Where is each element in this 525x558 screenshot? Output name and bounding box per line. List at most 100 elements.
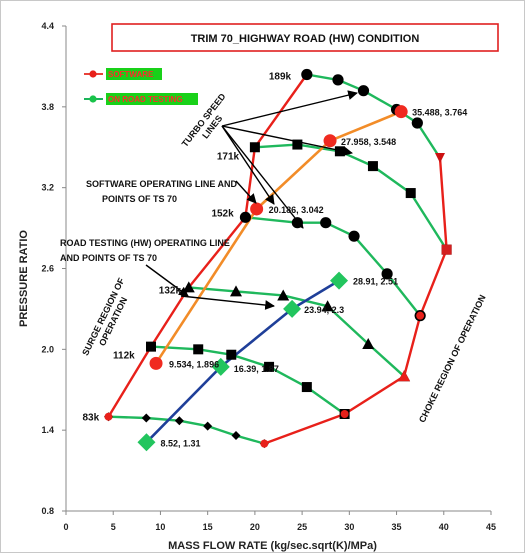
speed-label-171k: 171k xyxy=(217,151,240,162)
x-tick-label: 0 xyxy=(63,522,68,532)
boundary-marker xyxy=(441,244,452,255)
data-label: 20.186, 3.042 xyxy=(269,205,324,215)
marker-189k xyxy=(301,68,313,81)
arrow-road-line xyxy=(145,264,189,297)
marker-112k xyxy=(226,349,237,360)
road-testing-point xyxy=(137,433,156,452)
arrow-turbo-speed xyxy=(221,125,304,229)
road-testing-point xyxy=(283,299,302,318)
y-axis-title: PRESSURE RATIO xyxy=(18,230,30,327)
y-tick-label: 0.8 xyxy=(41,506,54,516)
marker-171k xyxy=(367,161,378,172)
y-tick-label: 1.4 xyxy=(41,425,54,435)
data-label: 9.534, 1.896 xyxy=(169,359,219,369)
boundary-marker xyxy=(340,410,349,418)
marker-189k xyxy=(332,74,344,86)
road-testing-point xyxy=(211,357,230,376)
marker-152k xyxy=(320,217,332,229)
chart-title: TRIM 70_HIGHWAY ROAD (HW) CONDITION xyxy=(191,33,420,45)
x-tick-label: 25 xyxy=(297,522,307,532)
software-point xyxy=(323,134,337,148)
x-tick-label: 10 xyxy=(155,522,165,532)
plot-markers xyxy=(104,68,452,452)
annotation-road-line-1: ROAD TESTING (HW) OPERATING LINE xyxy=(60,238,230,248)
software-point xyxy=(250,202,264,216)
data-label: 27.958, 3.548 xyxy=(341,137,396,147)
y-tick-label: 3.2 xyxy=(41,183,54,193)
series-line-road-testing xyxy=(145,279,341,444)
arrow-turbo-speed xyxy=(221,125,275,205)
boundary-marker xyxy=(416,311,425,320)
data-label: 35.488, 3.764 xyxy=(412,108,467,118)
marker-152k xyxy=(381,268,393,280)
legend-box xyxy=(106,68,162,80)
boundary-marker xyxy=(104,412,113,421)
x-tick-label: 30 xyxy=(344,522,354,532)
legend-label: ON ROAD TESTING xyxy=(108,95,183,104)
boundary-marker xyxy=(260,439,269,448)
y-tick-label: 4.4 xyxy=(41,21,54,31)
x-tick-label: 20 xyxy=(250,522,260,532)
marker-132k xyxy=(230,285,242,297)
x-tick-label: 5 xyxy=(111,522,116,532)
marker-171k xyxy=(249,142,260,153)
marker-112k xyxy=(146,341,156,352)
marker-83k xyxy=(231,431,241,441)
arrow-turbo-speed xyxy=(221,90,358,127)
boundary-marker xyxy=(398,370,411,382)
arrow-road-line xyxy=(180,295,275,310)
title-box xyxy=(111,23,499,52)
marker-112k xyxy=(193,344,204,355)
axes: 0 5 10 15 20 25 30 35 40 45 0.8 1.4 2.0 2.6 3.2 3.8 4.4 M… xyxy=(18,21,496,552)
marker-189k-end xyxy=(435,153,445,164)
x-tick-label: 45 xyxy=(486,522,496,532)
title-and-legend: TRIM 70_HIGHWAY ROAD (HW) CONDITION SOFTW… xyxy=(84,23,499,105)
speed-label-83k: 83k xyxy=(83,413,100,424)
data-label: 16.39, 1.87 xyxy=(234,364,279,374)
arrow-turbo-speed xyxy=(221,125,353,157)
software-point xyxy=(149,356,163,370)
marker-83k xyxy=(203,421,213,431)
arrow-software-line xyxy=(235,180,257,204)
speed-label-132k: 132k xyxy=(159,285,182,296)
marker-152k xyxy=(348,230,360,242)
speed-line-83k xyxy=(107,415,266,445)
x-tick-label: 40 xyxy=(439,522,449,532)
speed-label-112k: 112k xyxy=(113,351,135,362)
data-label: 23.94, 2.3 xyxy=(304,305,344,315)
marker-171k xyxy=(334,146,345,157)
y-tick-label: 3.8 xyxy=(41,102,54,112)
marker-171k xyxy=(292,139,303,150)
marker-132k xyxy=(277,289,290,301)
annotation-software-line-2: POINTS OF TS 70 xyxy=(102,194,177,204)
marker-132k xyxy=(321,300,334,312)
x-tick-label: 35 xyxy=(392,522,402,532)
data-label: 28.91, 2.51 xyxy=(353,277,398,287)
marker-189k xyxy=(357,85,370,97)
legend-marker xyxy=(89,70,97,78)
speed-line-171k xyxy=(253,143,448,251)
legend-label: SOFTWARE xyxy=(108,70,154,79)
annotation-road-line-2: AND POINTS OF TS 70 xyxy=(60,253,157,263)
legend-marker xyxy=(89,95,97,103)
choke-line xyxy=(263,156,448,445)
marker-83k xyxy=(174,416,184,426)
marker-83k xyxy=(141,413,151,423)
series-line-software xyxy=(154,110,403,365)
speed-line-152k xyxy=(244,216,422,317)
marker-132k xyxy=(362,337,375,349)
x-tick-label: 15 xyxy=(203,522,213,532)
marker-112k xyxy=(301,382,312,393)
speed-line-112k xyxy=(149,345,346,416)
annotation-software-line-1: SOFTWARE OPERATING LINE AND xyxy=(86,179,238,189)
y-tick-label: 2.0 xyxy=(41,344,54,354)
y-tick-label: 2.6 xyxy=(41,264,54,274)
road-testing-point xyxy=(330,271,349,290)
x-axis-title: MASS FLOW RATE (kg/sec.sqrt(K)/MPa) xyxy=(168,540,377,552)
labels: 189k 171k 152k 132k 112k 83k 35.488, 3.764 27.9… xyxy=(83,72,468,449)
speed-label-152k: 152k xyxy=(211,208,234,219)
speed-label-189k: 189k xyxy=(269,72,292,83)
